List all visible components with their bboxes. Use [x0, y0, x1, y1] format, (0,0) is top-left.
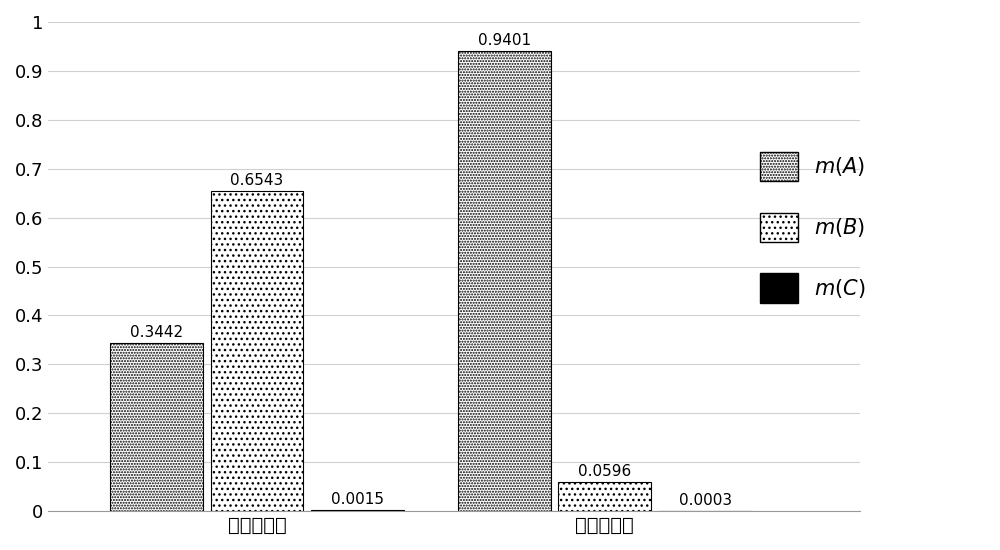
- Text: 0.0596: 0.0596: [578, 464, 631, 479]
- Legend: $m(A)$, $m(B)$, $m(C)$: $m(A)$, $m(B)$, $m(C)$: [760, 152, 866, 303]
- Bar: [458, 51, 551, 511]
- Text: 0.0003: 0.0003: [679, 493, 732, 508]
- Bar: [311, 510, 404, 511]
- Bar: [211, 191, 303, 511]
- Bar: [558, 482, 651, 511]
- Text: 0.9401: 0.9401: [478, 34, 531, 48]
- Text: 0.6543: 0.6543: [230, 173, 284, 188]
- Text: 0.3442: 0.3442: [130, 325, 183, 340]
- Bar: [110, 343, 203, 511]
- Text: 0.0015: 0.0015: [331, 492, 384, 508]
